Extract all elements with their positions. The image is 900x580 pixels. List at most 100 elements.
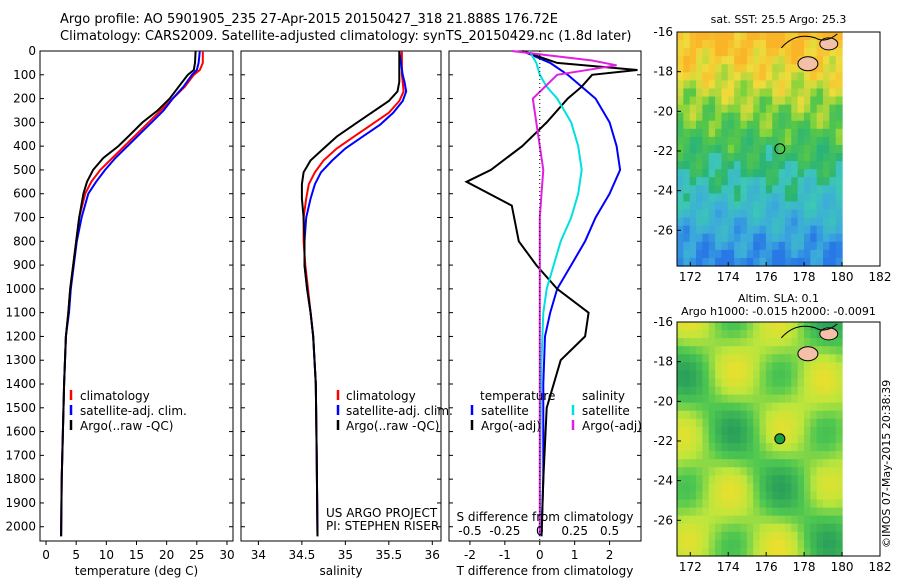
sst-map-field-cell	[816, 257, 824, 267]
sst-map-field-cell	[702, 40, 710, 49]
sla-map-field-cell	[810, 499, 818, 509]
sst-map-xtick-label: 178	[793, 270, 816, 284]
sst-map-field-cell	[784, 201, 792, 211]
sst-map-field-cell	[772, 209, 780, 219]
sla-map-field-cell	[734, 386, 742, 396]
sst-map-field-cell	[721, 193, 729, 203]
sla-map-field-cell	[835, 547, 843, 557]
sst-map-field-cell	[734, 32, 742, 41]
sst-map-field-cell	[759, 72, 767, 82]
sla-map-field-cell	[727, 523, 735, 533]
sst-map-field-cell	[759, 144, 767, 154]
sla-map-field-cell	[810, 507, 818, 517]
sst-map-field-cell	[759, 241, 767, 251]
sla-map-field-cell	[810, 475, 818, 484]
sst-map-field-cell	[765, 249, 773, 259]
sst-map-field-cell	[829, 112, 837, 122]
sla-map-field-cell	[689, 443, 697, 452]
sla-map-ytick-label: -22	[653, 434, 673, 448]
sst-map-field-cell	[765, 233, 773, 243]
sla-map-field-cell	[797, 386, 805, 396]
sla-map-field-cell	[683, 386, 691, 396]
sla-map-field-cell	[715, 523, 723, 533]
sst-map-field-cell	[746, 201, 754, 211]
sla-map-field-cell	[765, 467, 773, 476]
sst-map-field-cell	[727, 32, 735, 41]
sla-map-field-cell	[803, 402, 811, 412]
sla-map-field-cell	[829, 378, 837, 388]
sst-map-field-cell	[759, 217, 767, 227]
sst-map-field-cell	[791, 32, 799, 41]
sla-map-field-cell	[823, 322, 830, 331]
sst-map-field-cell	[715, 88, 723, 98]
sst-map-field-cell	[835, 56, 843, 65]
sla-map-field-cell	[689, 346, 697, 355]
sst-map-title: sat. SST: 25.5 Argo: 25.3	[711, 13, 847, 26]
sla-map-field-cell	[683, 378, 691, 388]
sla-map-field-cell	[765, 515, 773, 525]
sla-map-field-cell	[702, 531, 710, 541]
sst-map-field-cell	[689, 185, 697, 194]
sst-map-field-cell	[715, 112, 723, 122]
sst-map-field-cell	[753, 40, 761, 49]
sst-map-field-cell	[727, 80, 735, 90]
sla-map-field-cell	[816, 523, 824, 533]
sst-map-field-cell	[759, 257, 767, 267]
sla-map-field-cell	[721, 346, 729, 355]
sst-map-field-cell	[683, 144, 691, 154]
sla-map-field-cell	[753, 378, 761, 388]
sst-map-field-cell	[784, 257, 792, 267]
difference-series-line	[521, 50, 622, 537]
sla-map-field-cell	[677, 507, 684, 517]
sst-map-field-cell	[759, 161, 767, 170]
sla-map-field-cell	[677, 362, 684, 372]
sla-map-field-cell	[759, 378, 767, 388]
sst-map-field-cell	[803, 128, 811, 138]
sla-map-field-cell	[708, 539, 716, 549]
sla-map-field-cell	[823, 475, 830, 484]
sla-map-field-cell	[746, 322, 754, 331]
sst-map-field-cell	[797, 72, 805, 82]
sla-map-field-cell	[816, 515, 824, 525]
sst-map-field-cell	[740, 193, 748, 203]
sst-map-field-cell	[727, 217, 735, 227]
sst-map-field-cell	[721, 241, 729, 251]
sla-map-field-cell	[829, 410, 837, 420]
sst-map-field-cell	[715, 233, 723, 243]
sst-map-field-cell	[816, 136, 824, 146]
sla-map-field-cell	[759, 370, 767, 380]
sla-map-field-cell	[791, 499, 799, 509]
sla-map-field-cell	[740, 499, 748, 509]
sla-map-field-cell	[823, 354, 830, 363]
sla-map-field-cell	[772, 386, 780, 396]
sst-map-ytick-label: -18	[653, 65, 673, 79]
sst-map-field-cell	[772, 120, 780, 130]
sst-map-field-cell	[797, 40, 805, 49]
sst-map-field-cell	[797, 112, 805, 122]
depth-tick-label: 900	[13, 258, 36, 272]
sla-map-field-cell	[823, 346, 830, 355]
sst-map-field-cell	[823, 136, 830, 146]
sst-map-field-cell	[778, 177, 786, 186]
sst-map-field-cell	[797, 257, 805, 267]
sst-map-field-cell	[759, 249, 767, 259]
sla-map-field-cell	[772, 346, 780, 355]
sla-map-field-cell	[765, 451, 773, 460]
sst-map-field-cell	[683, 161, 691, 170]
sla-map-field-cell	[677, 330, 684, 339]
sst-map-field-cell	[810, 185, 818, 194]
sla-map-field-cell	[715, 467, 723, 476]
sst-map-field-cell	[772, 104, 780, 114]
sla-map-field-cell	[778, 410, 786, 420]
sst-map-field-cell	[823, 217, 830, 227]
sla-map-field-cell	[829, 322, 837, 331]
sst-map-field-cell	[702, 193, 710, 203]
sla-map-field-cell	[784, 547, 792, 557]
sst-map-field-cell	[689, 48, 697, 57]
sst-map-field-cell	[702, 177, 710, 186]
sla-map-field-cell	[765, 499, 773, 509]
sla-map-field-cell	[689, 418, 697, 428]
sla-map-field-cell	[816, 378, 824, 388]
sla-map-field-cell	[803, 483, 811, 493]
sst-map-field-cell	[702, 161, 710, 170]
